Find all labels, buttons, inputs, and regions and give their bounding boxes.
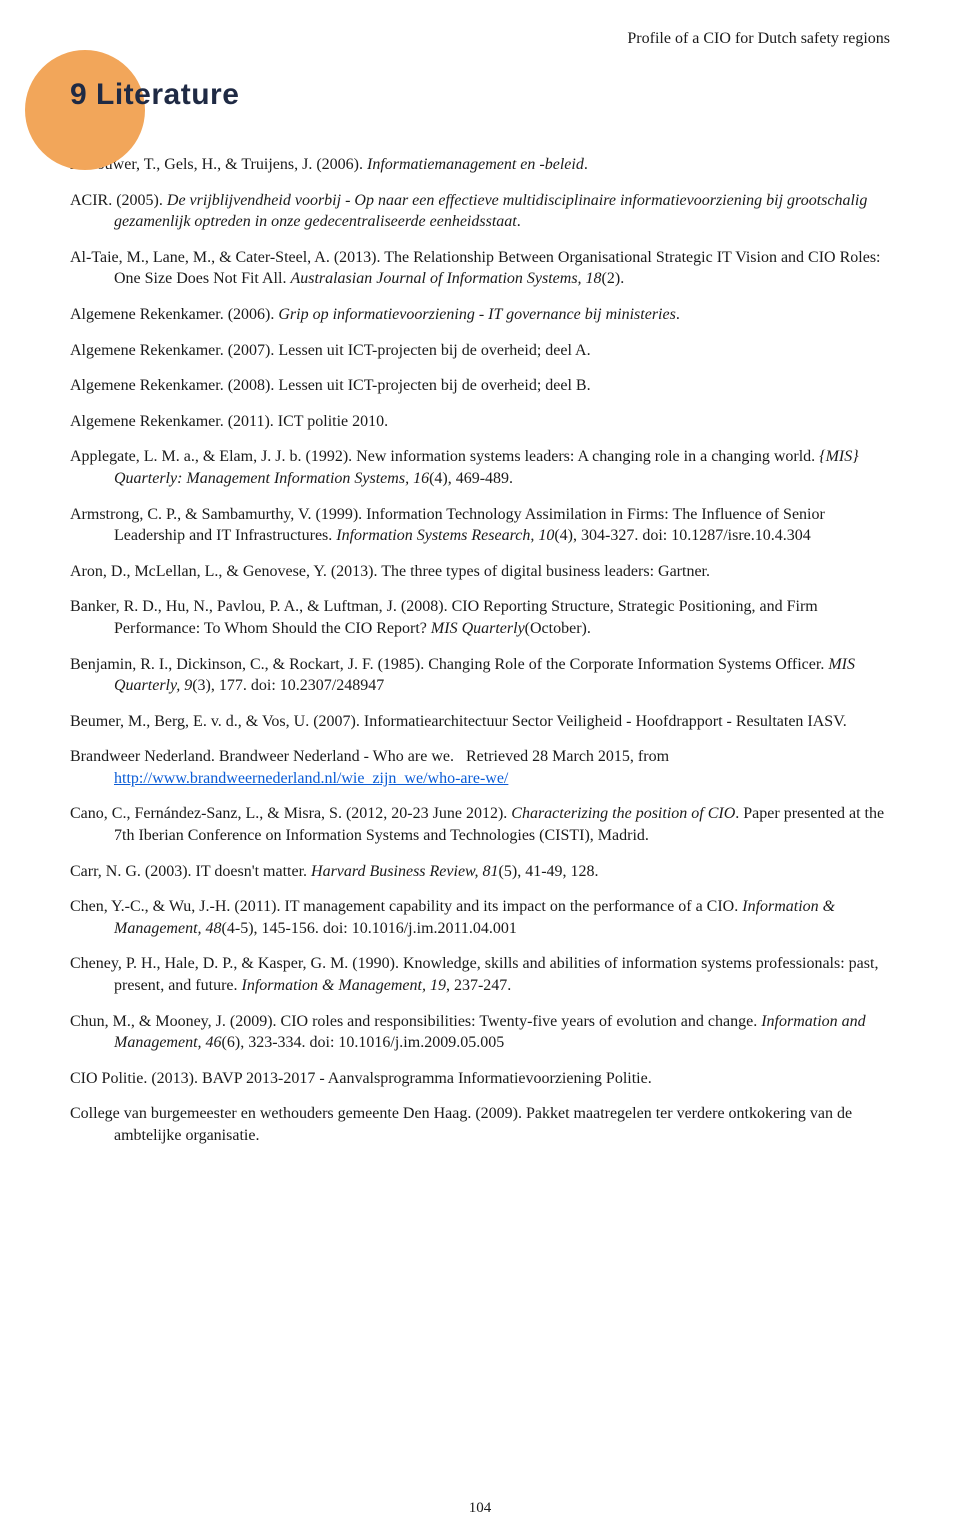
- section-heading-row: 9 Literature: [70, 70, 890, 130]
- reference-list: Abcouwer, T., Gels, H., & Truijens, J. (…: [70, 154, 890, 1147]
- running-head: Profile of a CIO for Dutch safety region…: [70, 30, 890, 48]
- page-number: 104: [0, 1500, 960, 1517]
- reference-entry: Algemene Rekenkamer. (2006). Grip op inf…: [70, 304, 890, 326]
- reference-entry: Algemene Rekenkamer. (2007). Lessen uit …: [70, 340, 890, 362]
- reference-entry: Benjamin, R. I., Dickinson, C., & Rockar…: [70, 654, 890, 697]
- reference-entry: Armstrong, C. P., & Sambamurthy, V. (199…: [70, 504, 890, 547]
- reference-entry: Algemene Rekenkamer. (2011). ICT politie…: [70, 411, 890, 433]
- page: Profile of a CIO for Dutch safety region…: [0, 0, 960, 1531]
- ref-link[interactable]: http://www.brandweernederland.nl/wie_zij…: [114, 770, 508, 787]
- reference-entry: Chun, M., & Mooney, J. (2009). CIO roles…: [70, 1011, 890, 1054]
- reference-entry: Abcouwer, T., Gels, H., & Truijens, J. (…: [70, 154, 890, 176]
- reference-entry: Banker, R. D., Hu, N., Pavlou, P. A., & …: [70, 596, 890, 639]
- reference-entry: Carr, N. G. (2003). IT doesn't matter. H…: [70, 861, 890, 883]
- reference-entry: Brandweer Nederland. Brandweer Nederland…: [70, 746, 890, 789]
- reference-entry: Applegate, L. M. a., & Elam, J. J. b. (1…: [70, 446, 890, 489]
- reference-entry: College van burgemeester en wethouders g…: [70, 1103, 890, 1146]
- reference-entry: CIO Politie. (2013). BAVP 2013-2017 - Aa…: [70, 1068, 890, 1090]
- reference-entry: ACIR. (2005). De vrijblijvendheid voorbi…: [70, 190, 890, 233]
- reference-entry: Al-Taie, M., Lane, M., & Cater-Steel, A.…: [70, 247, 890, 290]
- reference-entry: Cano, C., Fernández-Sanz, L., & Misra, S…: [70, 803, 890, 846]
- reference-entry: Aron, D., McLellan, L., & Genovese, Y. (…: [70, 561, 890, 583]
- reference-entry: Algemene Rekenkamer. (2008). Lessen uit …: [70, 375, 890, 397]
- reference-entry: Cheney, P. H., Hale, D. P., & Kasper, G.…: [70, 953, 890, 996]
- reference-entry: Chen, Y.-C., & Wu, J.-H. (2011). IT mana…: [70, 896, 890, 939]
- reference-entry: Beumer, M., Berg, E. v. d., & Vos, U. (2…: [70, 711, 890, 733]
- section-heading: 9 Literature: [70, 70, 890, 112]
